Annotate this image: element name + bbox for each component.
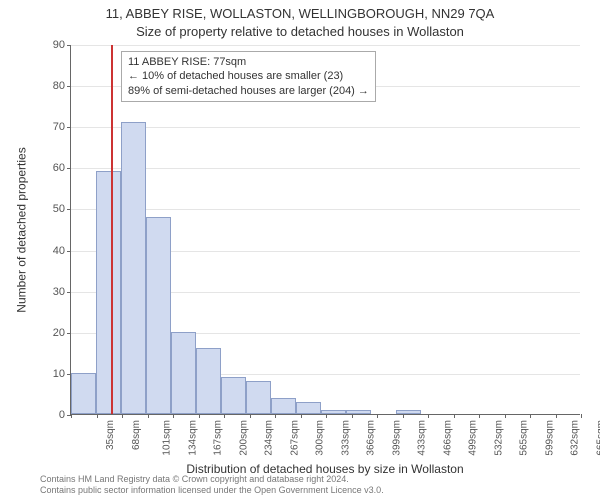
x-tick-label: 333sqm	[340, 420, 351, 456]
annotation-line-1: 11 ABBEY RISE: 77sqm	[128, 55, 369, 69]
x-tick-mark	[326, 414, 327, 418]
x-tick-mark	[377, 414, 378, 418]
x-tick-label: 665sqm	[595, 420, 600, 456]
histogram-bar	[121, 122, 146, 414]
footer-attribution: Contains HM Land Registry data © Crown c…	[40, 474, 384, 496]
y-tick-mark	[67, 86, 71, 87]
x-tick-mark	[199, 414, 200, 418]
histogram-bar	[71, 373, 96, 414]
x-tick-mark	[505, 414, 506, 418]
x-tick-mark	[275, 414, 276, 418]
x-tick-mark	[122, 414, 123, 418]
histogram-bar	[96, 171, 121, 414]
histogram-bar	[346, 410, 371, 414]
histogram-bar	[246, 381, 271, 414]
y-tick-label: 10	[53, 368, 65, 380]
y-tick-label: 80	[53, 80, 65, 92]
x-tick-label: 632sqm	[570, 420, 581, 456]
x-tick-label: 167sqm	[213, 420, 224, 456]
annotation-line-3: 89% of semi-detached houses are larger (…	[128, 84, 369, 98]
y-tick-mark	[67, 127, 71, 128]
x-tick-mark	[224, 414, 225, 418]
x-tick-mark	[250, 414, 251, 418]
y-tick-label: 20	[53, 327, 65, 339]
gridline	[71, 45, 580, 46]
y-tick-mark	[67, 209, 71, 210]
x-tick-mark	[428, 414, 429, 418]
footer-line-1: Contains HM Land Registry data © Crown c…	[40, 474, 384, 485]
y-tick-label: 0	[59, 409, 65, 421]
y-axis-label: Number of detached properties	[14, 45, 30, 415]
y-tick-mark	[67, 251, 71, 252]
y-tick-mark	[67, 45, 71, 46]
histogram-bar	[221, 377, 246, 414]
gridline	[71, 209, 580, 210]
histogram-bar	[271, 398, 296, 414]
x-tick-label: 134sqm	[187, 420, 198, 456]
x-tick-label: 300sqm	[315, 420, 326, 456]
gridline	[71, 127, 580, 128]
y-tick-label: 40	[53, 245, 65, 257]
histogram-bar	[171, 332, 196, 414]
x-tick-mark	[454, 414, 455, 418]
histogram-bar	[196, 348, 221, 414]
x-tick-label: 466sqm	[442, 420, 453, 456]
x-tick-mark	[581, 414, 582, 418]
y-tick-label: 60	[53, 162, 65, 174]
x-tick-label: 565sqm	[519, 420, 530, 456]
y-tick-label: 70	[53, 121, 65, 133]
x-tick-mark	[403, 414, 404, 418]
x-tick-mark	[352, 414, 353, 418]
x-tick-label: 200sqm	[238, 420, 249, 456]
x-tick-label: 499sqm	[468, 420, 479, 456]
x-tick-label: 599sqm	[544, 420, 555, 456]
x-tick-label: 68sqm	[131, 420, 142, 450]
x-tick-label: 234sqm	[264, 420, 275, 456]
x-tick-mark	[71, 414, 72, 418]
y-tick-mark	[67, 292, 71, 293]
x-tick-mark	[148, 414, 149, 418]
y-tick-mark	[67, 333, 71, 334]
plot-area: 010203040506070809035sqm68sqm101sqm134sq…	[70, 45, 580, 415]
x-tick-mark	[530, 414, 531, 418]
reference-line	[111, 45, 113, 414]
x-tick-label: 35sqm	[105, 420, 116, 450]
x-tick-mark	[479, 414, 480, 418]
annotation-line-2: ← 10% of detached houses are smaller (23…	[128, 69, 369, 83]
x-tick-mark	[173, 414, 174, 418]
x-tick-mark	[556, 414, 557, 418]
x-tick-label: 433sqm	[417, 420, 428, 456]
gridline	[71, 168, 580, 169]
histogram-bar	[296, 402, 321, 414]
x-tick-label: 399sqm	[391, 420, 402, 456]
x-tick-label: 366sqm	[366, 420, 377, 456]
footer-line-2: Contains public sector information licen…	[40, 485, 384, 496]
chart-container: 11, ABBEY RISE, WOLLASTON, WELLINGBOROUG…	[0, 0, 600, 500]
x-tick-label: 267sqm	[289, 420, 300, 456]
histogram-bar	[396, 410, 421, 414]
y-tick-label: 90	[53, 39, 65, 51]
x-tick-mark	[97, 414, 98, 418]
page-title: 11, ABBEY RISE, WOLLASTON, WELLINGBOROUG…	[0, 6, 600, 21]
y-tick-mark	[67, 168, 71, 169]
histogram-bar	[321, 410, 346, 414]
y-tick-label: 30	[53, 286, 65, 298]
y-tick-label: 50	[53, 203, 65, 215]
x-tick-label: 101sqm	[162, 420, 173, 456]
annotation-box: 11 ABBEY RISE: 77sqm← 10% of detached ho…	[121, 51, 376, 102]
page-subtitle: Size of property relative to detached ho…	[0, 24, 600, 39]
x-tick-label: 532sqm	[493, 420, 504, 456]
histogram-bar	[146, 217, 171, 414]
x-tick-mark	[301, 414, 302, 418]
